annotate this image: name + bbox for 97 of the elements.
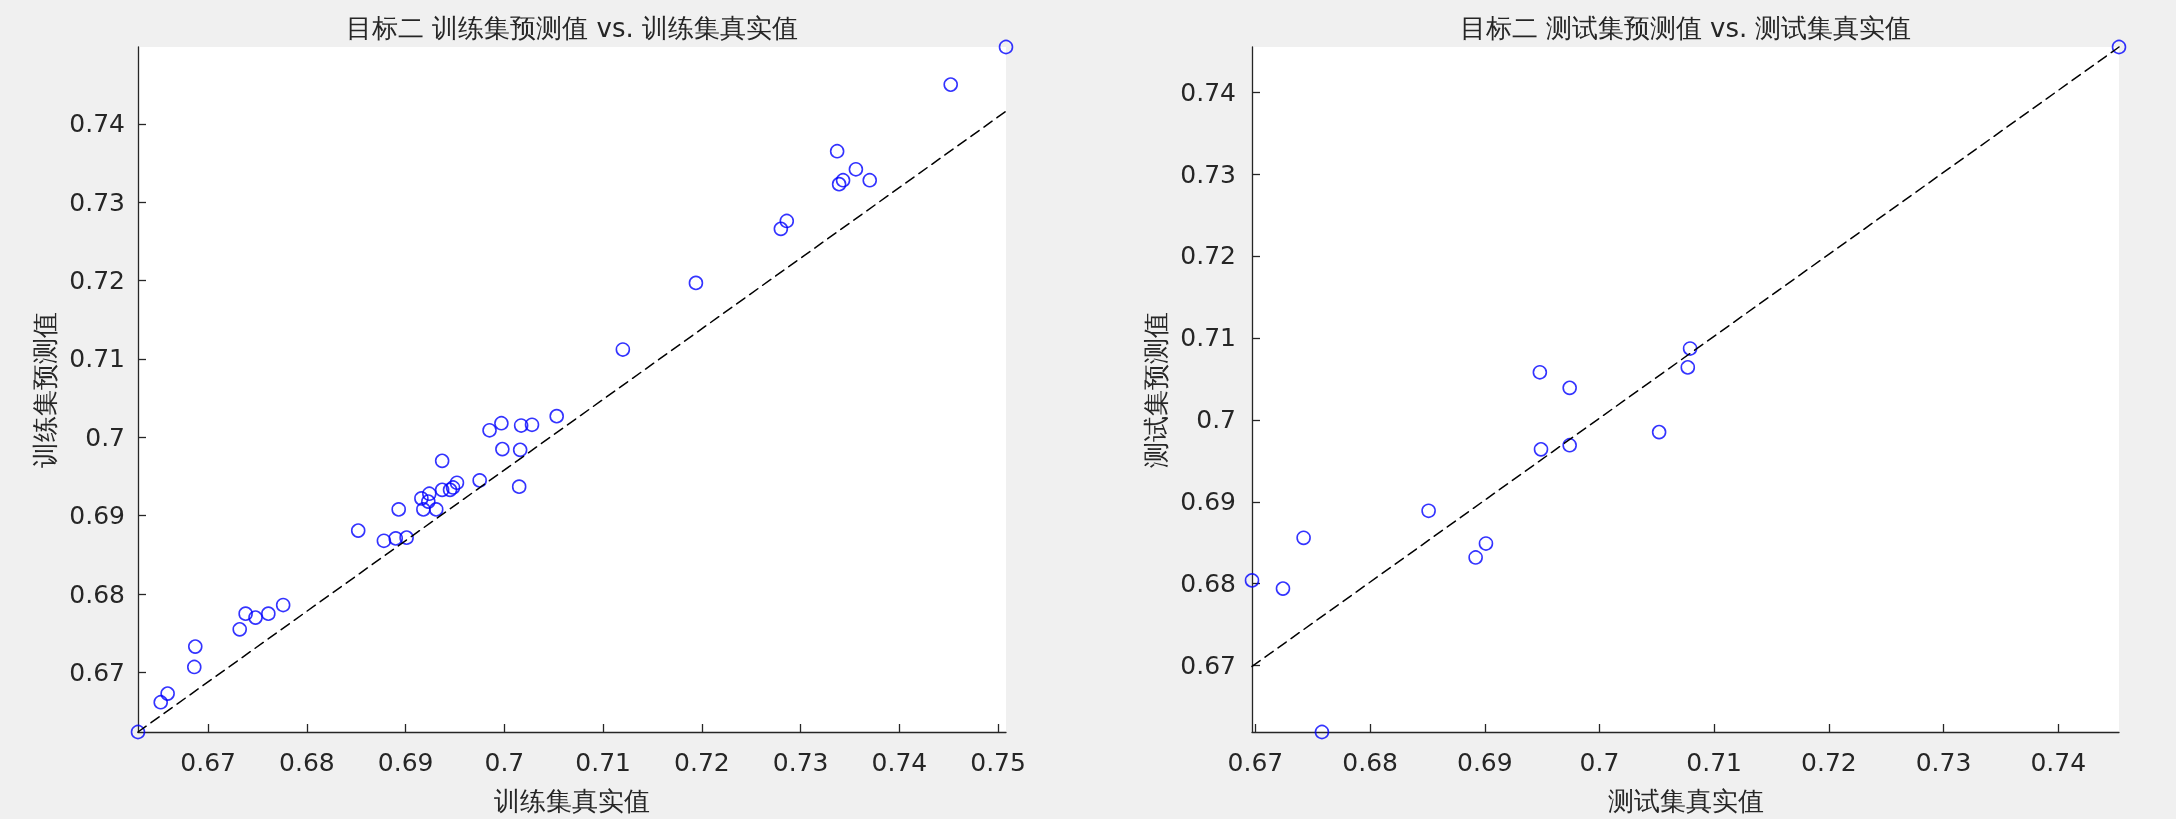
- x-tick-label: 0.67: [180, 748, 236, 777]
- point: [449, 475, 465, 491]
- y-tick-label: 0.69: [69, 501, 125, 531]
- x-tick-label: 0.71: [1686, 748, 1743, 777]
- y-tick-label: 0.72: [69, 266, 125, 296]
- point: [1682, 341, 1698, 356]
- y-tick-label: 0.69: [1180, 487, 1236, 517]
- point: [1314, 724, 1330, 740]
- point: [248, 610, 263, 625]
- y-tick-label: 0.7: [1196, 405, 1236, 435]
- point: [1296, 530, 1311, 546]
- point: [421, 494, 436, 509]
- point: [1680, 360, 1696, 375]
- x-tick-label: 0.75: [970, 748, 1026, 777]
- point: [495, 441, 510, 457]
- y-tick-label: 0.71: [69, 344, 125, 374]
- y-tick-label: 0.74: [69, 109, 125, 139]
- point: [350, 523, 366, 538]
- point: [2111, 39, 2127, 55]
- point: [434, 453, 450, 469]
- x-tick-label: 0.74: [2030, 748, 2087, 777]
- point: [1421, 503, 1436, 519]
- x-axis-title: 训练集真实值: [494, 786, 650, 816]
- point: [482, 422, 497, 438]
- point: [275, 597, 291, 613]
- chart-title: 目标二 训练集预测值 vs. 训练集真实值: [346, 13, 798, 43]
- point: [472, 473, 487, 488]
- point: [153, 694, 169, 710]
- point: [848, 161, 864, 177]
- point: [261, 606, 276, 621]
- x-tick-label: 0.69: [1456, 748, 1513, 777]
- x-tick-label: 0.69: [377, 748, 434, 777]
- point: [187, 639, 203, 654]
- point: [1275, 581, 1291, 596]
- y-axis-title: 训练集预测值: [30, 311, 61, 468]
- point: [549, 408, 564, 424]
- point: [434, 482, 450, 498]
- point: [422, 486, 437, 502]
- point: [1478, 536, 1494, 551]
- point: [130, 724, 146, 740]
- x-tick-label: 0.71: [575, 748, 631, 777]
- point: [1562, 380, 1577, 396]
- x-axis-title: 测试集真实值: [1607, 786, 1764, 816]
- y-tick-label: 0.71: [1180, 323, 1236, 353]
- x-tick-label: 0.72: [674, 748, 730, 777]
- point: [1468, 550, 1483, 565]
- x-tick-label: 0.67: [1227, 748, 1284, 777]
- point: [388, 531, 404, 546]
- point: [998, 39, 1014, 55]
- point: [773, 221, 789, 237]
- y-tick-label: 0.73: [69, 187, 125, 217]
- y-tick-label: 0.68: [69, 579, 125, 609]
- point: [524, 417, 540, 433]
- point: [428, 502, 444, 517]
- point: [1533, 442, 1549, 457]
- point: [615, 342, 631, 357]
- y-tick-label: 0.73: [1180, 159, 1236, 189]
- x-tick-label: 0.68: [1342, 748, 1398, 777]
- point: [391, 502, 406, 517]
- point: [511, 479, 527, 494]
- point: [1532, 365, 1548, 380]
- point: [187, 659, 202, 675]
- y-tick-label: 0.67: [69, 657, 125, 687]
- x-tick-label: 0.72: [1801, 748, 1857, 777]
- point: [943, 77, 958, 92]
- point: [688, 275, 704, 291]
- point: [1562, 437, 1577, 453]
- point: [232, 622, 248, 637]
- x-tick-label: 0.73: [1915, 748, 1972, 777]
- y-tick-label: 0.74: [1180, 77, 1236, 107]
- x-tick-label: 0.74: [871, 748, 928, 777]
- point: [862, 172, 878, 188]
- point: [513, 418, 529, 433]
- point: [399, 530, 414, 545]
- y-tick-label: 0.72: [1180, 241, 1236, 271]
- point: [416, 502, 431, 517]
- y-axis-title: 测试集预测值: [1141, 311, 1172, 468]
- x-tick-label: 0.73: [772, 748, 829, 777]
- point: [160, 686, 175, 701]
- y-tick-label: 0.7: [85, 422, 125, 452]
- point: [835, 172, 851, 188]
- point: [414, 491, 429, 506]
- point: [376, 533, 392, 549]
- point: [779, 213, 795, 229]
- chart-title: 目标二 测试集预测值 vs. 测试集真实值: [1459, 13, 1912, 43]
- point: [494, 415, 509, 431]
- point: [1651, 424, 1667, 440]
- point: [238, 606, 253, 621]
- point: [831, 176, 847, 192]
- y-tick-label: 0.68: [1180, 569, 1236, 599]
- point: [829, 143, 845, 159]
- x-tick-label: 0.7: [1579, 748, 1620, 777]
- x-tick-label: 0.7: [484, 748, 525, 777]
- x-tick-label: 0.68: [279, 748, 335, 777]
- point: [1244, 573, 1260, 588]
- point: [512, 442, 528, 458]
- y-tick-label: 0.67: [1180, 651, 1236, 681]
